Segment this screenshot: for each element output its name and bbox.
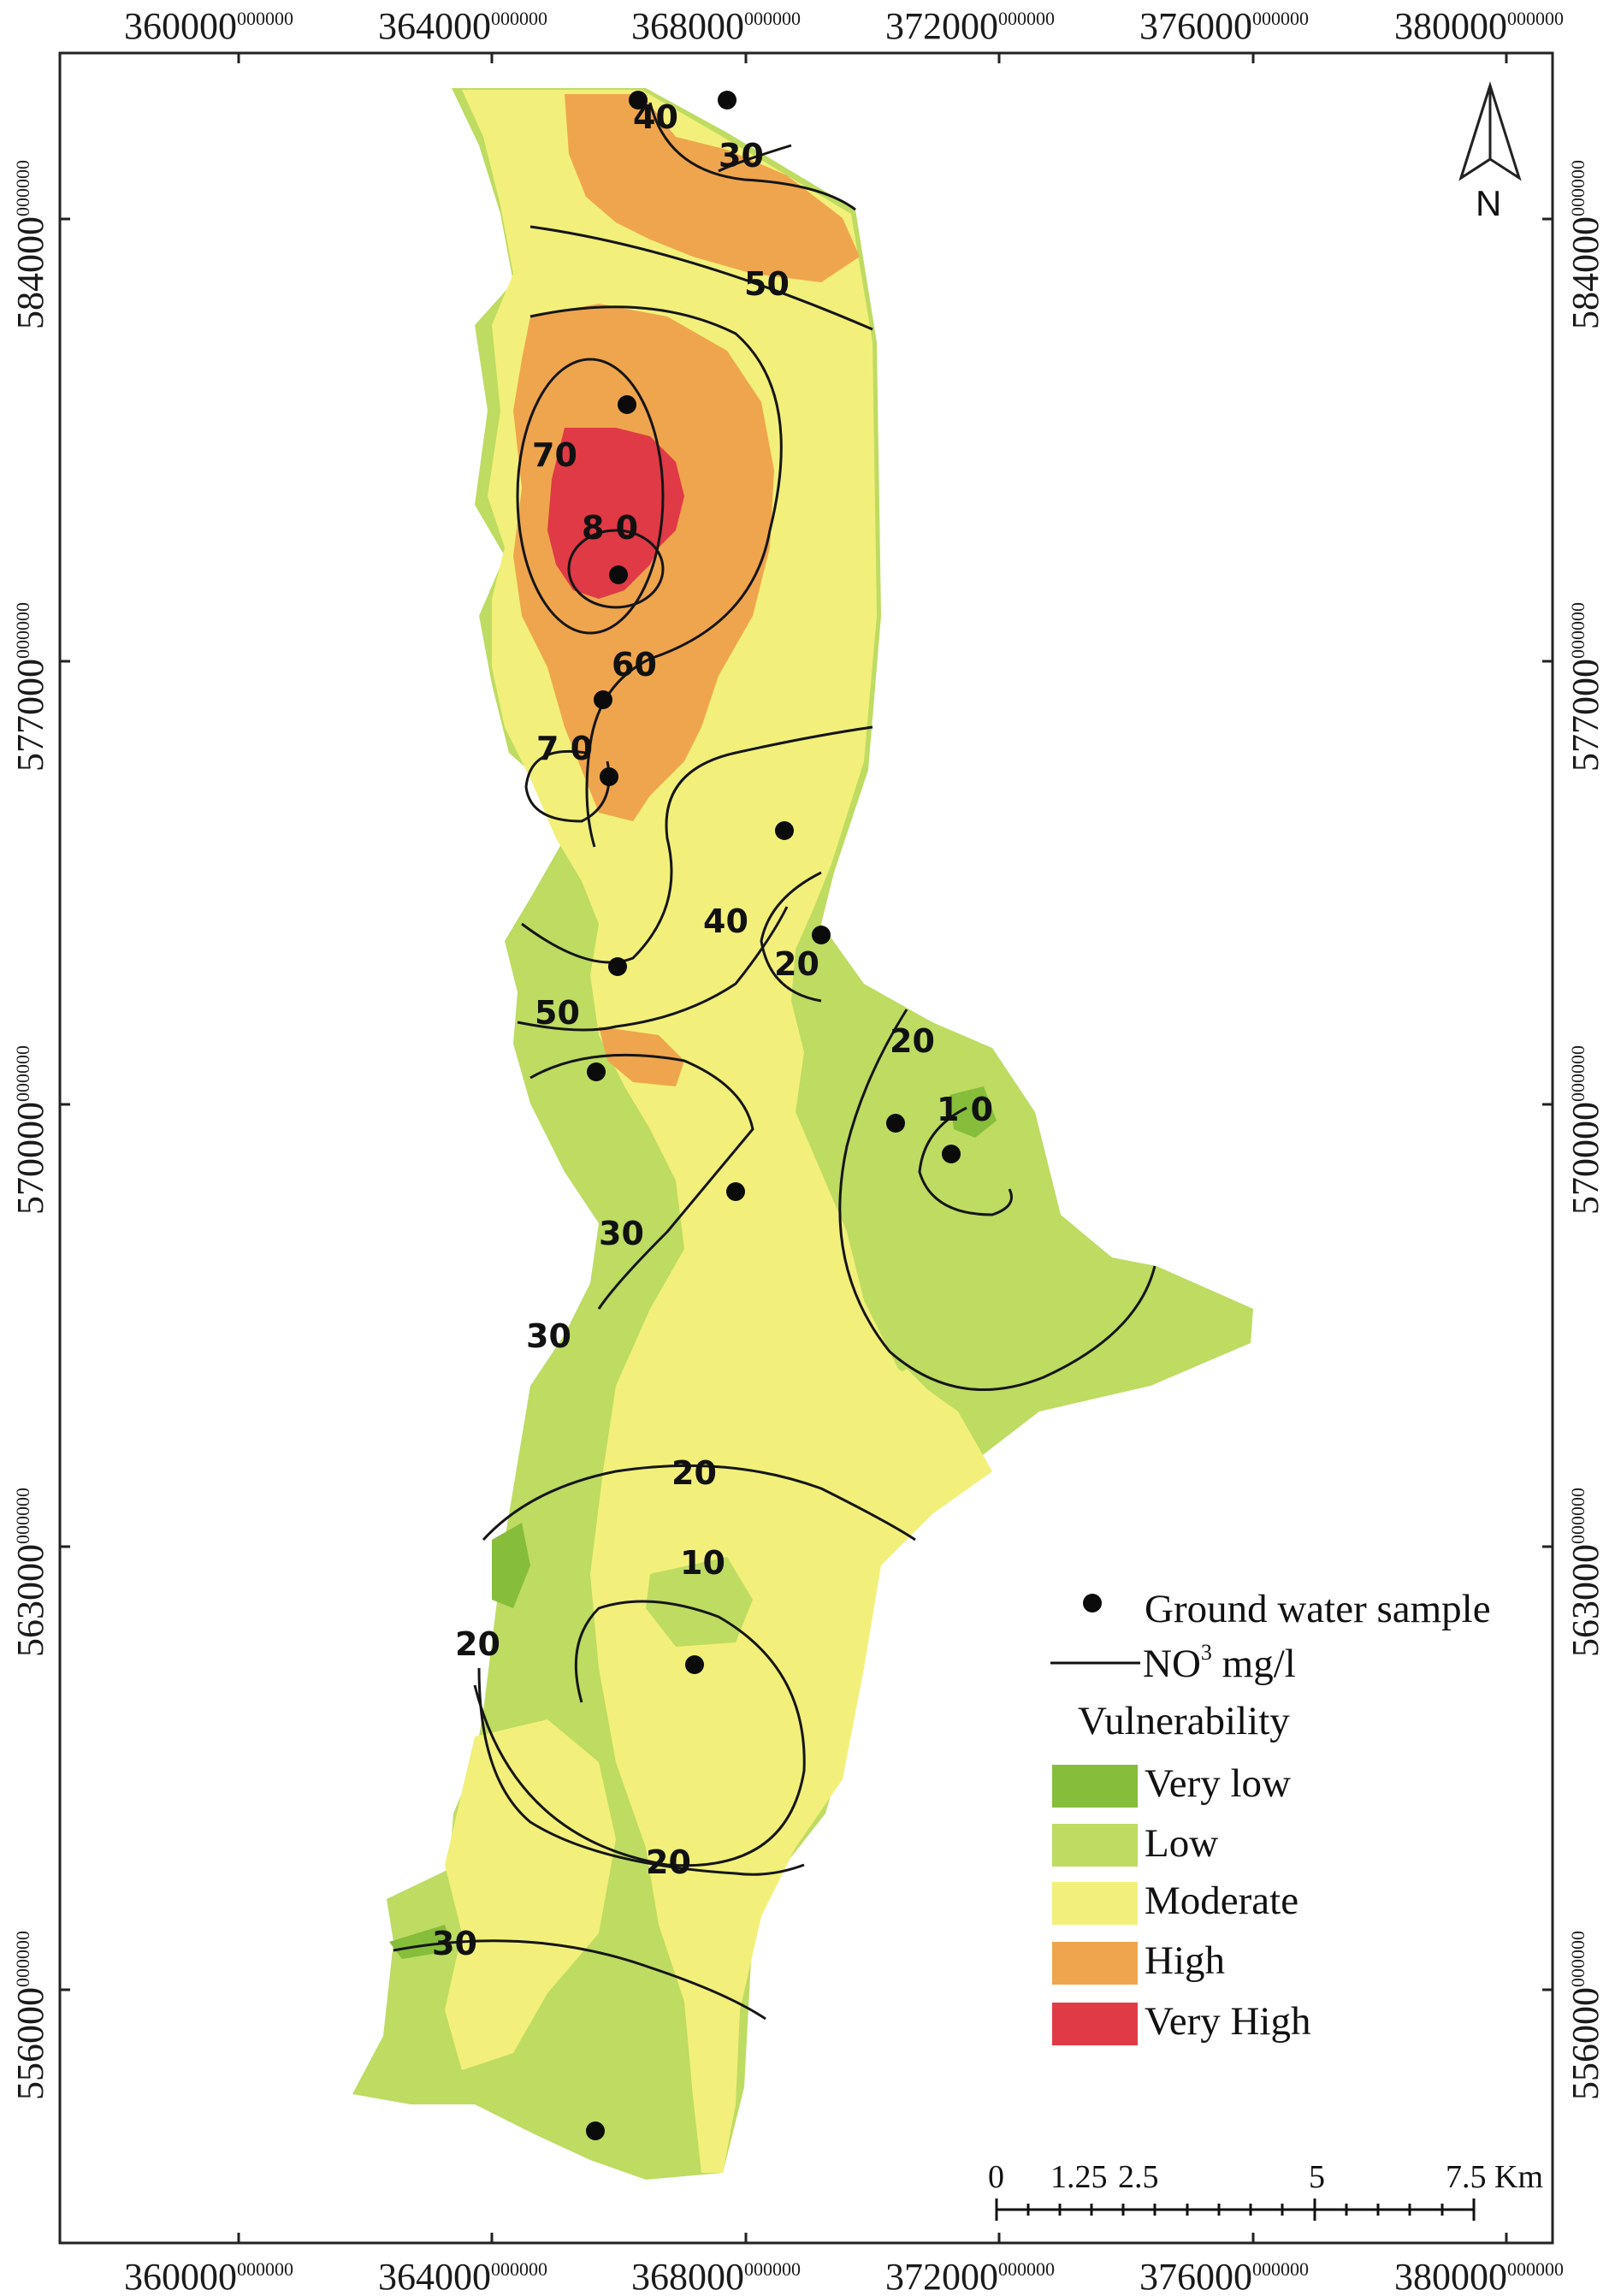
contour-label: 30 bbox=[599, 1215, 644, 1252]
northing-labels-left: 584000000000 577000000000 570000000000 5… bbox=[9, 160, 51, 2100]
svg-text:577000000000: 577000000000 bbox=[9, 602, 51, 772]
contour-label: 7 0 bbox=[536, 730, 593, 767]
contour-label: 8 0 bbox=[582, 509, 638, 547]
svg-text:364000000000: 364000000000 bbox=[378, 2256, 547, 2296]
contour-label: 30 bbox=[719, 137, 764, 175]
svg-text:570000000000: 570000000000 bbox=[1565, 1045, 1606, 1215]
ground-water-samples bbox=[586, 91, 961, 2140]
region-moderate-south bbox=[445, 1719, 616, 2070]
contour-label: 30 bbox=[526, 1317, 571, 1355]
sample-point bbox=[629, 91, 648, 109]
svg-text:368000000000: 368000000000 bbox=[631, 5, 801, 47]
svg-text:563000000000: 563000000000 bbox=[1565, 1488, 1606, 1657]
scale-label: 7.5 Km bbox=[1446, 2159, 1543, 2195]
contour-label: 10 bbox=[680, 1544, 725, 1582]
contour-label: 20 bbox=[646, 1843, 691, 1881]
contour-label: 50 bbox=[535, 994, 580, 1032]
north-arrow-label: N bbox=[1476, 183, 1501, 223]
legend: Ground water sample NO3 mg/l Vulnerabili… bbox=[1050, 1587, 1491, 2045]
svg-text:556000000000: 556000000000 bbox=[1565, 1931, 1606, 2100]
region-very-low-west bbox=[492, 1523, 530, 1608]
legend-swatch-low bbox=[1052, 1824, 1138, 1867]
svg-text:364000000000: 364000000000 bbox=[378, 5, 547, 47]
svg-text:372000000000: 372000000000 bbox=[885, 5, 1055, 47]
svg-text:380000000000: 380000000000 bbox=[1394, 5, 1564, 47]
contour-label: 40 bbox=[703, 902, 748, 940]
scale-label: 2.5 bbox=[1118, 2159, 1159, 2195]
sample-point bbox=[587, 1062, 606, 1081]
sample-point bbox=[685, 1655, 704, 1674]
frame-ticks bbox=[60, 53, 1553, 2243]
legend-label-low: Low bbox=[1145, 1821, 1218, 1866]
contour-label: 20 bbox=[774, 945, 819, 983]
sample-point bbox=[586, 2121, 605, 2140]
nitrate-contours bbox=[393, 102, 1156, 2021]
legend-swatch-high bbox=[1052, 1942, 1138, 1985]
northing-labels-right: 584000000000 577000000000 570000000000 5… bbox=[1565, 160, 1606, 2100]
contour-label: 50 bbox=[744, 265, 790, 303]
svg-text:570000000000: 570000000000 bbox=[9, 1045, 51, 1215]
sample-point bbox=[942, 1145, 961, 1163]
contour-labels: 40 30 50 70 8 0 60 7 0 40 20 50 20 1 0 3… bbox=[432, 98, 993, 1962]
sample-point bbox=[812, 926, 831, 944]
sample-point bbox=[608, 957, 627, 976]
contour-label: 20 bbox=[455, 1625, 500, 1663]
sample-point bbox=[726, 1182, 745, 1201]
svg-text:360000000000: 360000000000 bbox=[124, 2256, 293, 2296]
svg-text:577000000000: 577000000000 bbox=[1565, 602, 1606, 772]
svg-text:368000000000: 368000000000 bbox=[631, 2256, 801, 2296]
region-high-north bbox=[565, 94, 860, 282]
contour-label: 1 0 bbox=[937, 1091, 993, 1128]
scale-label: 1.25 bbox=[1050, 2159, 1108, 2195]
legend-swatch-very-low bbox=[1052, 1765, 1138, 1808]
sample-point bbox=[886, 1114, 905, 1133]
contour-label: 70 bbox=[532, 436, 577, 474]
legend-label-moderate: Moderate bbox=[1145, 1879, 1298, 1923]
sample-point bbox=[609, 565, 628, 584]
svg-text:372000000000: 372000000000 bbox=[885, 2256, 1055, 2296]
legend-label-very-high: Very High bbox=[1145, 1999, 1311, 2044]
legend-sample-label: Ground water sample bbox=[1145, 1587, 1491, 1631]
scale-bar: 0 1.25 2.5 5 7.5 Km bbox=[988, 2159, 1543, 2221]
scale-label: 5 bbox=[1309, 2159, 1325, 2195]
svg-text:556000000000: 556000000000 bbox=[9, 1931, 51, 2100]
contour-label: 20 bbox=[890, 1022, 935, 1060]
region-very-low-sw bbox=[389, 1925, 453, 1959]
region-very-high bbox=[547, 428, 684, 599]
sample-point bbox=[718, 91, 736, 109]
contour-label: 30 bbox=[432, 1925, 477, 1962]
legend-contour-label: NO3 mg/l bbox=[1143, 1640, 1296, 1686]
legend-label-high: High bbox=[1145, 1938, 1225, 1983]
region-very-low-east bbox=[949, 1086, 997, 1138]
svg-text:563000000000: 563000000000 bbox=[9, 1488, 51, 1657]
legend-swatch-moderate bbox=[1052, 1882, 1138, 1925]
svg-text:376000000000: 376000000000 bbox=[1139, 2256, 1309, 2296]
easting-labels-top: 360000000000 364000000000 368000000000 3… bbox=[124, 5, 1564, 47]
legend-vulnerability-title: Vulnerability bbox=[1078, 1699, 1290, 1743]
sample-point bbox=[618, 395, 636, 414]
svg-text:360000000000: 360000000000 bbox=[124, 5, 293, 47]
svg-text:584000000000: 584000000000 bbox=[9, 160, 51, 329]
svg-text:380000000000: 380000000000 bbox=[1394, 2256, 1564, 2296]
region-low-patch-center bbox=[646, 1557, 753, 1647]
sample-point bbox=[775, 821, 794, 840]
sample-point bbox=[600, 767, 618, 786]
svg-text:584000000000: 584000000000 bbox=[1565, 160, 1606, 329]
legend-sample-icon bbox=[1083, 1594, 1102, 1613]
contour-label: 20 bbox=[671, 1454, 717, 1492]
easting-labels-bottom: 360000000000 364000000000 368000000000 3… bbox=[124, 2256, 1564, 2296]
region-low-patch-south bbox=[556, 1993, 659, 2147]
contour-label: 60 bbox=[612, 646, 657, 683]
north-arrow-icon: N bbox=[1458, 81, 1522, 223]
legend-label-very-low: Very low bbox=[1145, 1761, 1291, 1806]
sample-point bbox=[594, 690, 612, 709]
legend-swatch-very-high bbox=[1052, 2003, 1138, 2045]
scale-label: 0 bbox=[988, 2159, 1004, 2195]
region-moderate-east bbox=[855, 1369, 941, 1471]
svg-text:376000000000: 376000000000 bbox=[1139, 5, 1309, 47]
